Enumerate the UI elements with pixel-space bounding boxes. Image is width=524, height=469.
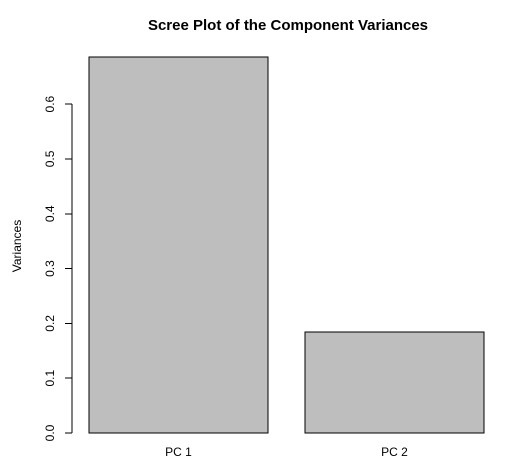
y-tick-label: 0.2 bbox=[43, 315, 57, 332]
y-tick-label: 0.0 bbox=[43, 424, 57, 441]
x-tick-label: PC 2 bbox=[381, 445, 408, 459]
chart-title: Scree Plot of the Component Variances bbox=[148, 17, 428, 34]
y-tick-label: 0.1 bbox=[43, 370, 57, 387]
bar-pc-1 bbox=[88, 56, 269, 434]
bar-pc-2 bbox=[304, 331, 485, 434]
category-labels: PC 1 PC 2 bbox=[165, 445, 408, 459]
y-tick-label: 0.4 bbox=[43, 205, 57, 222]
y-tick-label: 0.5 bbox=[43, 150, 57, 167]
y-axis-label: Variances bbox=[10, 220, 24, 272]
bars bbox=[88, 56, 485, 434]
x-tick-label: PC 1 bbox=[165, 445, 192, 459]
y-tick-label: 0.6 bbox=[43, 95, 57, 112]
y-axis: 0.0 0.1 0.2 0.3 0.4 0.5 0.6 bbox=[43, 95, 73, 441]
y-tick-label: 0.3 bbox=[43, 260, 57, 277]
